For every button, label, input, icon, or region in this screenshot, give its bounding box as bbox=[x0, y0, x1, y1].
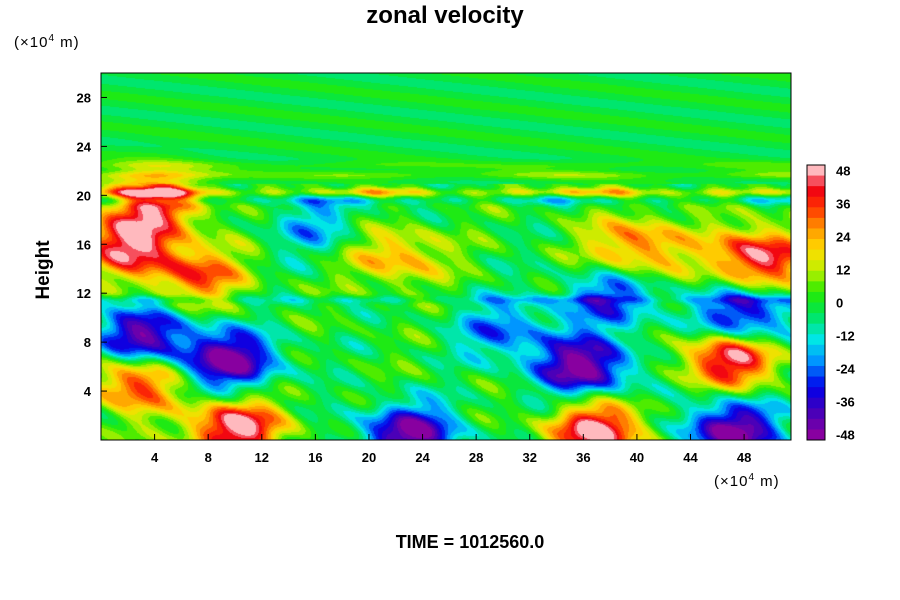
colorbar-segment bbox=[807, 334, 825, 346]
colorbar-segment bbox=[807, 196, 825, 208]
x-tick-label: 24 bbox=[415, 450, 430, 465]
x-tick-label: 16 bbox=[308, 450, 322, 465]
y-axis-unit: (×104 m) bbox=[14, 33, 80, 51]
colorbar-segment bbox=[807, 397, 825, 409]
x-tick-label: 28 bbox=[469, 450, 483, 465]
colorbar-tick-label: -36 bbox=[836, 395, 855, 410]
colorbar-segment bbox=[807, 313, 825, 325]
chart-title: zonal velocity bbox=[366, 2, 524, 29]
colorbar-segment bbox=[807, 323, 825, 335]
x-axis-unit: (×104 m) bbox=[714, 472, 780, 490]
colorbar-frame bbox=[806, 164, 826, 441]
colorbar-segment bbox=[807, 355, 825, 367]
colorbar-segment bbox=[807, 207, 825, 219]
heatmap-field bbox=[101, 73, 791, 440]
x-tick-label: 48 bbox=[737, 450, 751, 465]
colorbar-tick-label: 36 bbox=[836, 197, 850, 212]
colorbar-tick-label: -12 bbox=[836, 329, 855, 344]
plot-area bbox=[100, 72, 792, 441]
y-tick-label: 16 bbox=[77, 237, 91, 252]
colorbar-segment bbox=[807, 228, 825, 240]
colorbar-segment bbox=[807, 186, 825, 198]
colorbar-tick-label: -48 bbox=[836, 428, 855, 443]
colorbar-segment bbox=[807, 291, 825, 303]
colorbar-segment bbox=[807, 239, 825, 251]
x-tick-label: 44 bbox=[683, 450, 698, 465]
y-tick-label: 24 bbox=[77, 139, 92, 154]
y-axis-ticks: 4 8 12 16 20 24 28 bbox=[77, 90, 107, 399]
y-tick-label: 12 bbox=[77, 286, 91, 301]
colorbar-tick-label: -24 bbox=[836, 362, 856, 377]
colorbar: 48 36 24 12 0 -12 -24 -36 -48 bbox=[806, 164, 856, 443]
plot-frame bbox=[100, 72, 792, 441]
colorbar-segment bbox=[807, 429, 825, 441]
colorbar-segment bbox=[807, 270, 825, 282]
x-tick-label: 4 bbox=[151, 450, 159, 465]
colorbar-tick-label: 12 bbox=[836, 263, 850, 278]
x-axis-ticks: 4 8 12 16 20 24 28 32 36 40 44 48 bbox=[151, 434, 751, 465]
colorbar-segment bbox=[807, 344, 825, 356]
colorbar-tick-label: 24 bbox=[836, 230, 851, 245]
colorbar-segment bbox=[807, 387, 825, 399]
colorbar-segment bbox=[807, 217, 825, 229]
y-tick-label: 20 bbox=[77, 188, 91, 203]
colorbar-tick-label: 48 bbox=[836, 164, 850, 179]
colorbar-segment bbox=[807, 365, 825, 378]
colorbar-segment bbox=[807, 376, 825, 388]
colorbar-segment bbox=[807, 408, 825, 420]
x-tick-label: 20 bbox=[362, 450, 376, 465]
y-tick-label: 4 bbox=[84, 384, 92, 399]
x-tick-label: 8 bbox=[205, 450, 212, 465]
colorbar-segment bbox=[807, 175, 825, 187]
colorbar-segment bbox=[807, 249, 825, 261]
y-tick-label: 28 bbox=[77, 90, 91, 105]
colorbar-segment bbox=[807, 165, 825, 177]
colorbar-segment bbox=[807, 302, 825, 314]
colorbar-tick-label: 0 bbox=[836, 296, 843, 311]
x-tick-label: 32 bbox=[523, 450, 537, 465]
x-tick-label: 12 bbox=[255, 450, 269, 465]
time-label: TIME = 1012560.0 bbox=[395, 532, 545, 552]
y-tick-label: 8 bbox=[84, 335, 91, 350]
colorbar-segment bbox=[807, 281, 825, 293]
colorbar-segment bbox=[807, 260, 825, 272]
x-tick-label: 36 bbox=[576, 450, 590, 465]
x-tick-label: 40 bbox=[630, 450, 644, 465]
colorbar-segment bbox=[807, 418, 825, 430]
